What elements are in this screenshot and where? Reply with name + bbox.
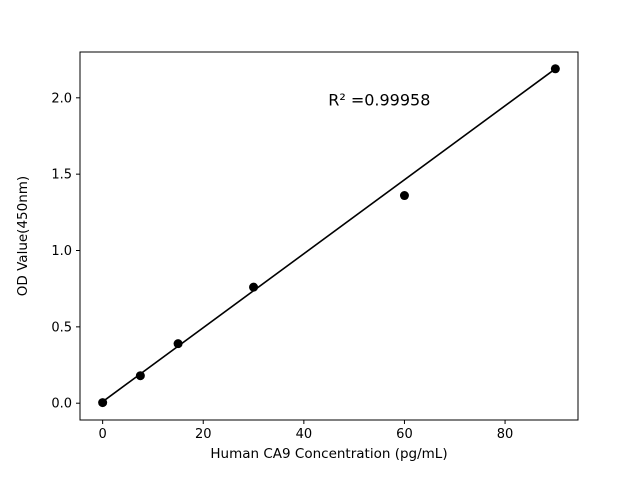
- data-point: [135, 371, 145, 381]
- x-tick-label: 80: [497, 427, 514, 442]
- plot-dynamic-layer: 0 20 40 60 80 0.0 0.5 1.0 1.5 2.0: [51, 51, 579, 442]
- fit-line: [102, 68, 556, 403]
- data-point: [550, 64, 560, 74]
- y-tick-label: 2.0: [51, 91, 72, 106]
- y-tick-label: 1.0: [51, 244, 72, 259]
- data-point: [173, 339, 183, 349]
- x-axis-label: Human CA9 Concentration (pg/mL): [210, 446, 447, 462]
- data-point: [399, 191, 409, 201]
- r-squared-annotation: R² =0.99958: [328, 90, 430, 109]
- data-point: [249, 282, 259, 292]
- x-tick-label: 20: [195, 427, 212, 442]
- y-tick-label: 1.5: [51, 168, 72, 183]
- y-tick-label: 0.0: [51, 397, 72, 412]
- x-tick-label: 0: [98, 427, 106, 442]
- x-tick-label: 60: [396, 427, 413, 442]
- y-tick-label: 0.5: [51, 320, 72, 335]
- data-point: [98, 398, 108, 408]
- y-axis-label: OD Value(450nm): [15, 176, 31, 296]
- plot-border: [79, 51, 579, 421]
- x-tick-label: 40: [296, 427, 313, 442]
